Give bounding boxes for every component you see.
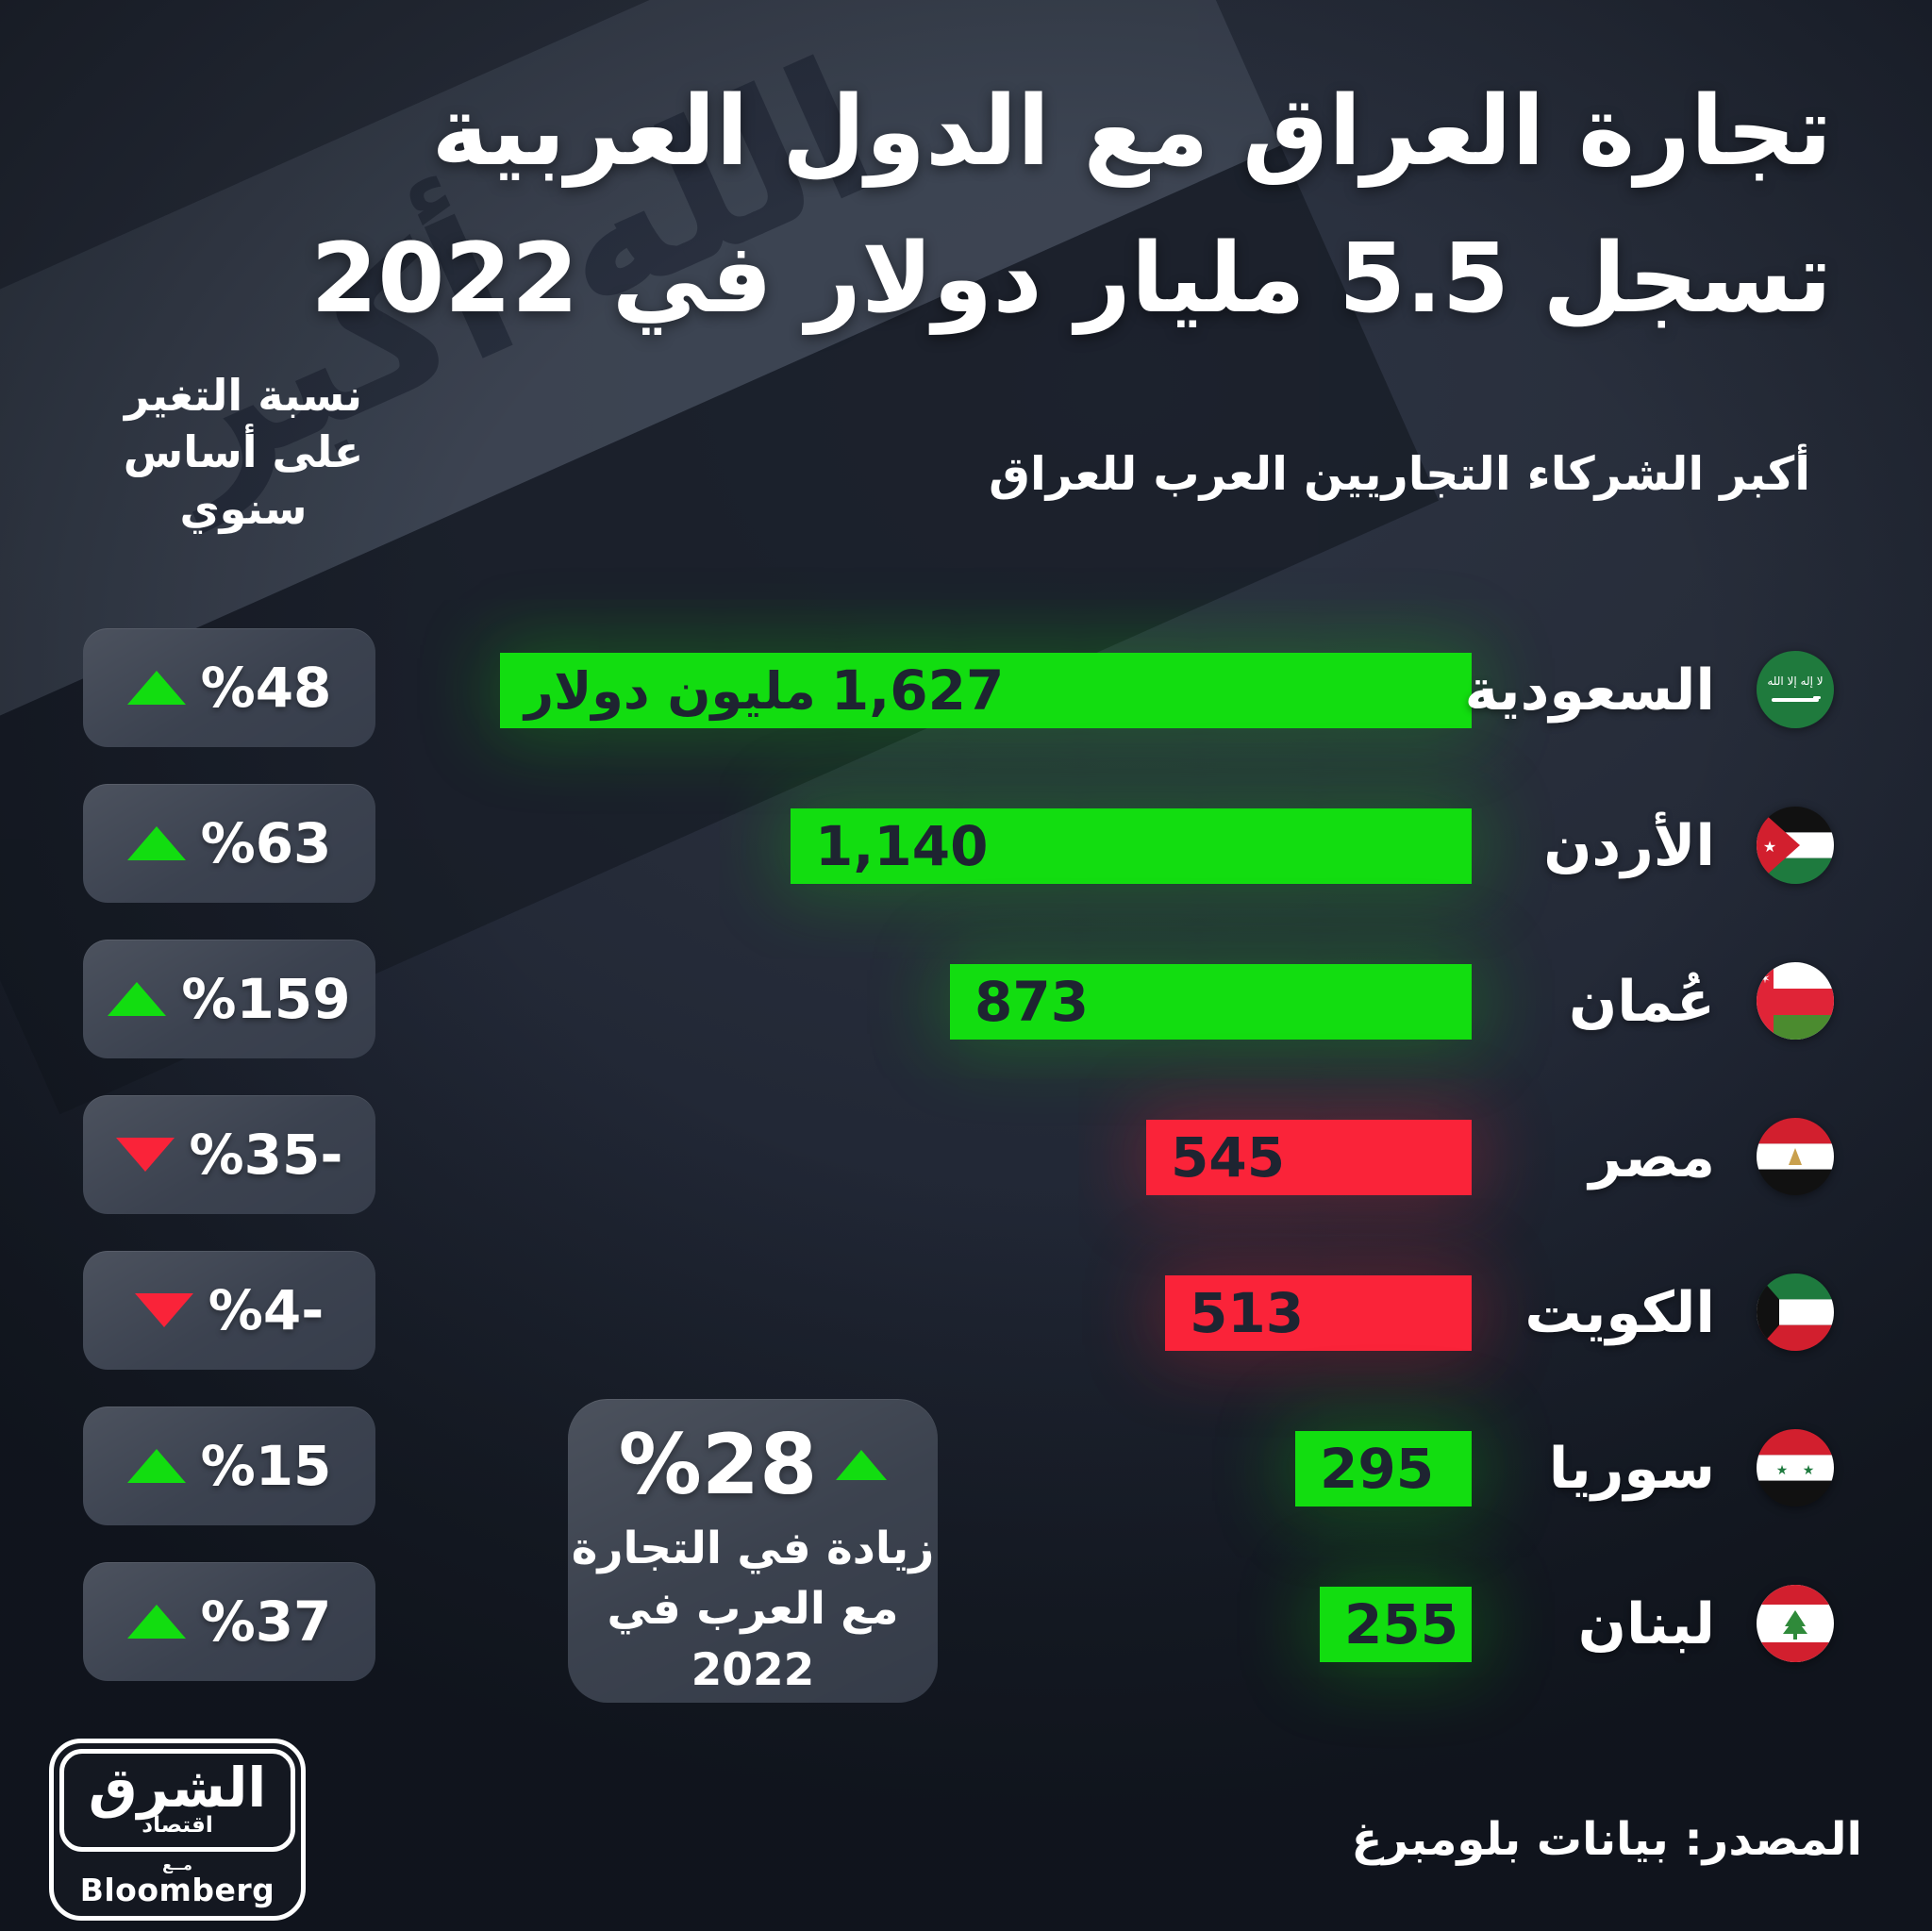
callout-caption: زيادة في التجارة مع العرب في 2022: [572, 1519, 935, 1701]
callout-percentage: %28: [618, 1416, 818, 1513]
country-label: الكويت: [1524, 1280, 1715, 1346]
trade-row: %159 873 عُمان ✶: [0, 940, 1932, 1067]
trade-row: %37 255 لبنان: [0, 1562, 1932, 1690]
bar-value: 1,140: [815, 808, 988, 884]
country-label: سوريا: [1548, 1436, 1715, 1502]
bar-number: 255: [1344, 1592, 1459, 1656]
change-value: %15: [200, 1434, 332, 1498]
asharq-logo-box: الشرق اقتصاد: [59, 1749, 295, 1852]
syria-flag-icon: ★ ★: [1757, 1429, 1834, 1507]
svg-text:★: ★: [1803, 1463, 1815, 1478]
trend-up-icon: [126, 826, 186, 860]
country-label: مصر: [1589, 1124, 1715, 1190]
country-label: السعودية: [1464, 658, 1715, 724]
change-header-line-1: نسبة التغير: [125, 370, 362, 421]
bloomberg-logo-text: Bloomberg: [79, 1871, 275, 1908]
trend-up-icon: [126, 1449, 186, 1483]
trade-bar: 513: [1165, 1275, 1472, 1351]
change-badge: %37: [83, 1562, 375, 1681]
change-badge: %159: [83, 940, 375, 1058]
bar-unit: مليون دولار: [525, 660, 816, 721]
kuwait-flag-icon: [1757, 1273, 1834, 1351]
title-line-2: تسجل 5.5 مليار دولار في 2022: [310, 223, 1832, 336]
change-badge: %35-: [83, 1095, 375, 1214]
bar-value: 873: [974, 964, 1089, 1040]
trend-down-icon: [115, 1138, 175, 1172]
country-label: الأردن: [1543, 813, 1715, 879]
bar-value: 255: [1344, 1587, 1458, 1662]
trade-row: %48 1,627 مليون دولار السعودية لا إله إل…: [0, 628, 1932, 756]
trend-up-icon: [108, 982, 167, 1016]
bar-number: 1,627: [830, 658, 1005, 723]
callout-caption-line-1: زيادة في التجارة: [571, 1523, 935, 1574]
saudi-arabia-flag-icon: لا إله إلا الله: [1757, 651, 1834, 728]
jordan-flag-icon: ★: [1757, 807, 1834, 884]
bar-number: 295: [1320, 1437, 1435, 1501]
trade-bar: 1,627 مليون دولار: [500, 653, 1472, 728]
trade-row: %4- 513 الكويت: [0, 1251, 1932, 1378]
trade-bar: 295: [1295, 1431, 1472, 1507]
trade-bar: 545: [1146, 1120, 1472, 1195]
change-badge: %4-: [83, 1251, 375, 1370]
svg-text:★: ★: [1776, 1463, 1789, 1478]
callout-caption-line-3: 2022: [691, 1643, 815, 1696]
bar-number: 545: [1171, 1125, 1286, 1190]
asharq-logo-text: الشرق: [88, 1756, 267, 1820]
country-label: لبنان: [1577, 1591, 1715, 1657]
bar-value: 545: [1171, 1120, 1285, 1195]
change-value: %48: [200, 656, 332, 720]
logo-with-text: مــع: [162, 1855, 192, 1873]
callout-header: %28: [619, 1416, 888, 1513]
change-value: %37: [200, 1590, 332, 1654]
trade-bar: 1,140: [791, 808, 1472, 884]
oman-flag-icon: ✶: [1757, 962, 1834, 1040]
title-line-1: تجارة العراق مع الدول العربية: [431, 75, 1832, 188]
trend-up-icon: [126, 1605, 186, 1639]
bar-number: 873: [974, 970, 1090, 1034]
callout-caption-line-2: مع العرب في: [607, 1583, 899, 1636]
trade-row: %15 295 سوريا ★ ★: [0, 1407, 1932, 1534]
asharq-logo-subtext: اقتصاد: [142, 1812, 213, 1838]
asharq-bloomberg-logo: الشرق اقتصاد مــع Bloomberg: [49, 1739, 306, 1921]
trend-up-icon: [126, 671, 186, 705]
source-credit: المصدر: بيانات بلومبرغ: [1351, 1813, 1862, 1866]
change-value: %63: [200, 811, 332, 875]
callout-trend-icon: [836, 1449, 888, 1480]
svg-text:★: ★: [1763, 838, 1776, 856]
change-badge: %15: [83, 1407, 375, 1525]
svg-text:✶: ✶: [1759, 972, 1771, 987]
egypt-flag-icon: [1757, 1118, 1834, 1195]
change-value: %4-: [208, 1278, 325, 1342]
summary-callout-card: %28 زيادة في التجارة مع العرب في 2022: [568, 1399, 938, 1703]
bar-value: 1,627 مليون دولار: [525, 653, 1004, 728]
lebanon-flag-icon: [1757, 1585, 1834, 1662]
svg-text:لا إله إلا الله: لا إله إلا الله: [1767, 674, 1823, 688]
trade-bar: 255: [1320, 1587, 1472, 1662]
country-label: عُمان: [1569, 969, 1715, 1035]
bar-number: 513: [1190, 1281, 1305, 1345]
trend-down-icon: [134, 1293, 193, 1327]
trade-row: %63 1,140 الأردن ★: [0, 784, 1932, 911]
change-header-line-2: على أساس سنوي: [123, 425, 364, 534]
change-value: %35-: [189, 1123, 343, 1187]
trade-row: %35- 545 مصر: [0, 1095, 1932, 1223]
page-title: تجارة العراق مع الدول العربية تسجل 5.5 م…: [310, 58, 1832, 353]
change-badge: %48: [83, 628, 375, 747]
change-value: %159: [181, 967, 351, 1031]
change-badge: %63: [83, 784, 375, 903]
bar-value: 295: [1320, 1431, 1434, 1507]
bar-number: 1,140: [815, 814, 989, 878]
change-column-header: نسبة التغير على أساس سنوي: [58, 368, 428, 537]
bar-value: 513: [1190, 1275, 1304, 1351]
trade-bar: 873: [950, 964, 1472, 1040]
chart-subtitle: أكبر الشركاء التجاريين العرب للعراق: [989, 447, 1810, 501]
